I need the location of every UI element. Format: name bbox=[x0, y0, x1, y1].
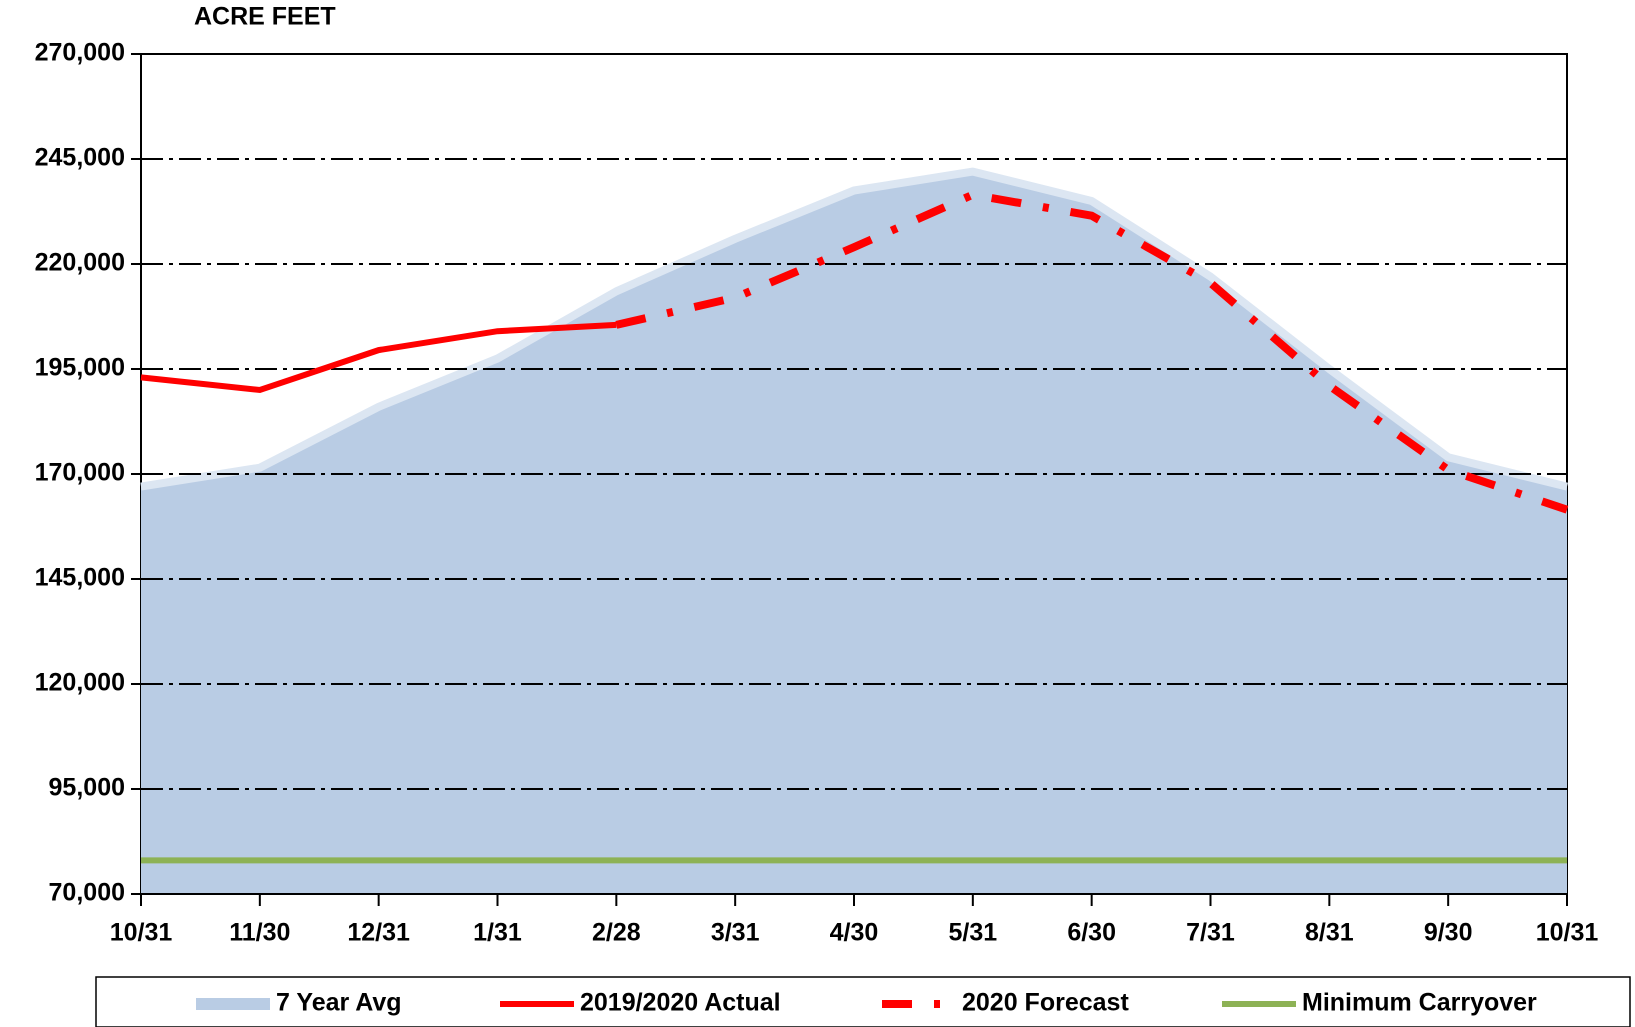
y-tick-label: 220,000 bbox=[35, 249, 125, 277]
x-tick-label: 2/28 bbox=[592, 919, 641, 947]
x-tick-label: 7/31 bbox=[1186, 919, 1235, 947]
x-tick-label: 12/31 bbox=[347, 919, 410, 947]
y-axis-label: ACRE FEET bbox=[194, 3, 336, 31]
area bbox=[141, 171, 1567, 895]
y-tick-label: 95,000 bbox=[49, 774, 125, 802]
legend-label: 2020 Forecast bbox=[962, 989, 1129, 1017]
x-tick-label: 8/31 bbox=[1305, 919, 1354, 947]
legend-box bbox=[95, 976, 1631, 1027]
line bbox=[140, 321, 617, 394]
y-tick-label: 70,000 bbox=[49, 879, 125, 907]
x-tick-label: 10/31 bbox=[1536, 919, 1599, 947]
y-tick-label: 170,000 bbox=[35, 459, 125, 487]
x-tick-label: 10/31 bbox=[110, 919, 173, 947]
y-tick-label: 195,000 bbox=[35, 354, 125, 382]
legend-label: Minimum Carryover bbox=[1302, 989, 1537, 1017]
y-tick-label: 270,000 bbox=[35, 39, 125, 67]
y-tick-label: 245,000 bbox=[35, 144, 125, 172]
legend-label: 7 Year Avg bbox=[276, 989, 402, 1017]
line bbox=[615, 190, 1569, 514]
x-tick-label: 9/30 bbox=[1424, 919, 1473, 947]
x-tick-label: 3/31 bbox=[711, 919, 760, 947]
x-tick-label: 5/31 bbox=[948, 919, 997, 947]
x-tick-label: 1/31 bbox=[473, 919, 522, 947]
y-tick-label: 145,000 bbox=[35, 564, 125, 592]
y-tick-label: 120,000 bbox=[35, 669, 125, 697]
x-tick-label: 6/30 bbox=[1067, 919, 1116, 947]
x-tick-label: 4/30 bbox=[830, 919, 879, 947]
legend-label: 2019/2020 Actual bbox=[580, 989, 781, 1017]
x-tick-label: 11/30 bbox=[229, 919, 290, 947]
